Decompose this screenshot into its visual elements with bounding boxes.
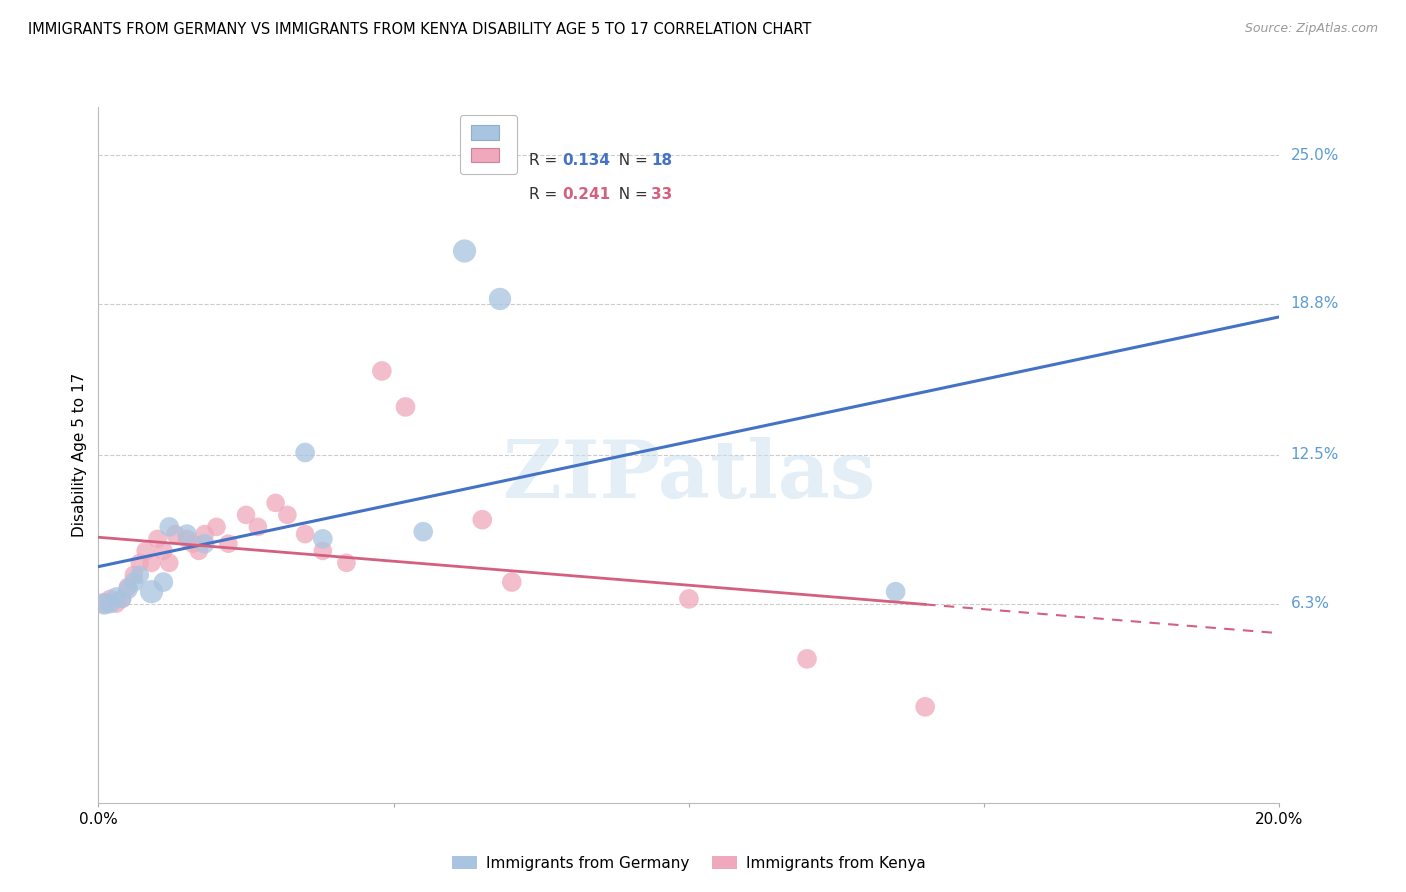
Point [312, 544, 335, 558]
Point [394, 400, 416, 414]
Point [105, 597, 128, 611]
Point [796, 652, 818, 666]
Point [117, 582, 139, 597]
Point [152, 575, 174, 590]
Text: 18: 18 [651, 153, 672, 168]
Point [141, 584, 163, 599]
Point [111, 591, 134, 606]
Point [914, 699, 936, 714]
Point [146, 532, 169, 546]
Point [135, 544, 157, 558]
Point [152, 544, 174, 558]
Text: R =: R = [530, 186, 562, 202]
Legend: Immigrants from Germany, Immigrants from Kenya: Immigrants from Germany, Immigrants from… [447, 851, 931, 875]
Text: 18.8%: 18.8% [1291, 296, 1339, 311]
Point [128, 567, 150, 582]
Point [98, 597, 121, 611]
Text: R =: R = [530, 153, 562, 168]
Point [93, 597, 115, 611]
Text: 0.241: 0.241 [562, 186, 610, 202]
Point [122, 575, 145, 590]
Point [181, 537, 204, 551]
Point [294, 527, 316, 541]
Point [371, 364, 394, 378]
Text: IMMIGRANTS FROM GERMANY VS IMMIGRANTS FROM KENYA DISABILITY AGE 5 TO 17 CORRELAT: IMMIGRANTS FROM GERMANY VS IMMIGRANTS FR… [28, 22, 811, 37]
Point [264, 496, 287, 510]
Point [246, 520, 269, 534]
Text: ZIPatlas: ZIPatlas [503, 437, 875, 515]
Point [501, 575, 523, 590]
Point [235, 508, 257, 522]
Text: N =: N = [609, 153, 652, 168]
Point [678, 591, 700, 606]
Point [187, 544, 209, 558]
Point [111, 591, 134, 606]
Text: 0.134: 0.134 [562, 153, 610, 168]
Point [117, 580, 139, 594]
Point [176, 532, 198, 546]
Point [471, 513, 494, 527]
Point [105, 590, 128, 604]
Point [489, 292, 512, 306]
Text: 33: 33 [651, 186, 672, 202]
Point [128, 556, 150, 570]
Y-axis label: Disability Age 5 to 17: Disability Age 5 to 17 [72, 373, 87, 537]
Point [335, 556, 357, 570]
Point [294, 445, 316, 459]
Legend: , : , [460, 115, 517, 174]
Text: 12.5%: 12.5% [1291, 448, 1339, 462]
Point [194, 537, 217, 551]
Point [157, 556, 180, 570]
Point [165, 527, 187, 541]
Point [453, 244, 475, 258]
Point [276, 508, 298, 522]
Point [194, 527, 217, 541]
Text: 6.3%: 6.3% [1291, 596, 1330, 611]
Point [122, 567, 145, 582]
Point [93, 597, 115, 611]
Point [157, 520, 180, 534]
Point [98, 591, 121, 606]
Text: N =: N = [609, 186, 652, 202]
Point [312, 532, 335, 546]
Text: Source: ZipAtlas.com: Source: ZipAtlas.com [1244, 22, 1378, 36]
Point [205, 520, 228, 534]
Point [884, 584, 907, 599]
Point [141, 556, 163, 570]
Point [412, 524, 434, 539]
Text: 25.0%: 25.0% [1291, 147, 1339, 162]
Point [176, 527, 198, 541]
Point [217, 537, 239, 551]
